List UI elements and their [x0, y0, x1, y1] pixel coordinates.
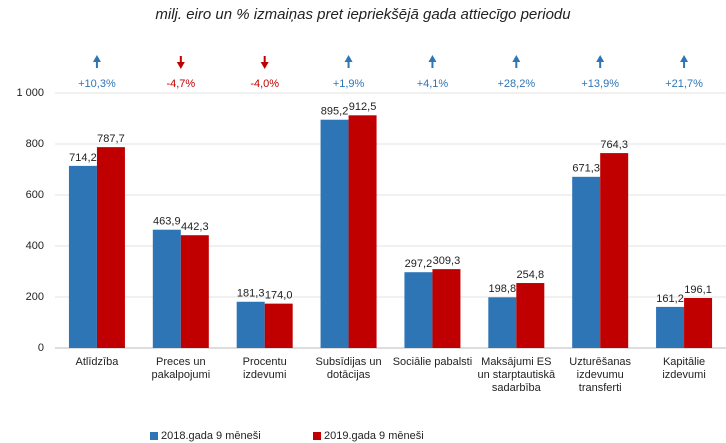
change-label: +21,7%	[665, 78, 703, 90]
change-arrow-head	[596, 55, 605, 62]
value-label: 309,3	[433, 255, 461, 267]
change-arrow-head	[260, 62, 269, 69]
legend-item: 2019.gada 9 mēneši	[313, 430, 424, 442]
chart-subtitle: milj. eiro un % izmaiņas pret iepriekšēj…	[155, 6, 571, 23]
legend-label: 2018.gada 9 mēneši	[161, 430, 261, 442]
change-arrow-head	[92, 55, 101, 62]
change-label: +10,3%	[78, 78, 116, 90]
y-tick-label: 200	[26, 291, 44, 303]
legend-item: 2018.gada 9 mēneši	[150, 430, 261, 442]
bar	[656, 306, 685, 348]
change-label: +1,9%	[333, 78, 365, 90]
value-label: 912,5	[349, 101, 377, 113]
x-tick-label: Maksājumi ES un starptautiskā sadarbība	[477, 356, 556, 394]
change-label: -4,0%	[250, 78, 279, 90]
x-tick-label: Sociālie pabalsti	[392, 356, 473, 368]
change-arrow-head	[344, 55, 353, 62]
y-tick-label: 400	[26, 240, 44, 252]
y-tick-label: 800	[26, 138, 44, 150]
value-label: 174,0	[265, 290, 293, 302]
bar	[684, 297, 713, 348]
value-label: 714,2	[69, 152, 97, 164]
bar	[572, 176, 601, 348]
y-tick-label: 0	[38, 342, 44, 354]
bar	[320, 119, 349, 348]
x-tick-label: Procentu izdevumi	[242, 356, 287, 381]
bar	[96, 147, 125, 348]
value-label: 181,3	[237, 288, 265, 300]
bar	[516, 283, 545, 348]
change-label: +28,2%	[498, 78, 536, 90]
value-label: 895,2	[321, 106, 349, 118]
bar	[432, 269, 461, 348]
y-tick-label: 600	[26, 189, 44, 201]
bar	[264, 303, 293, 348]
legend-swatch	[313, 432, 321, 440]
bar	[488, 297, 517, 348]
value-label: 297,2	[405, 258, 433, 270]
x-tick-label: Atlīdzība	[75, 356, 119, 368]
value-label: 442,3	[181, 221, 209, 233]
value-label: 196,1	[684, 284, 712, 296]
x-tick-label: Uzturēšanas izdevumu transferti	[569, 356, 632, 394]
value-label: 463,9	[153, 216, 181, 228]
value-label: 198,8	[489, 283, 517, 295]
change-arrow-head	[680, 55, 689, 62]
bar	[236, 301, 265, 348]
x-tick-label: Kapitālie izdevumi	[662, 356, 706, 381]
legend-swatch	[150, 432, 158, 440]
bar	[152, 229, 181, 348]
value-label: 671,3	[572, 163, 600, 175]
change-arrow-head	[512, 55, 521, 62]
value-label: 254,8	[517, 269, 545, 281]
bar	[68, 165, 97, 348]
bar	[180, 235, 209, 348]
x-tick-label: Preces un pakalpojumi	[151, 356, 211, 381]
legend-label: 2019.gada 9 mēneši	[324, 430, 424, 442]
change-arrow-head	[428, 55, 437, 62]
change-label: -4,7%	[166, 78, 195, 90]
y-tick-label: 1 000	[16, 87, 44, 99]
x-tick-label: Subsīdijas un dotācijas	[315, 356, 382, 381]
bar	[348, 115, 377, 348]
value-label: 161,2	[656, 293, 684, 305]
value-label: 787,7	[97, 133, 125, 145]
change-arrow-head	[176, 62, 185, 69]
value-label: 764,3	[600, 139, 628, 151]
bar	[404, 272, 433, 348]
change-label: +13,9%	[581, 78, 619, 90]
change-label: +4,1%	[417, 78, 449, 90]
bar	[600, 153, 629, 348]
